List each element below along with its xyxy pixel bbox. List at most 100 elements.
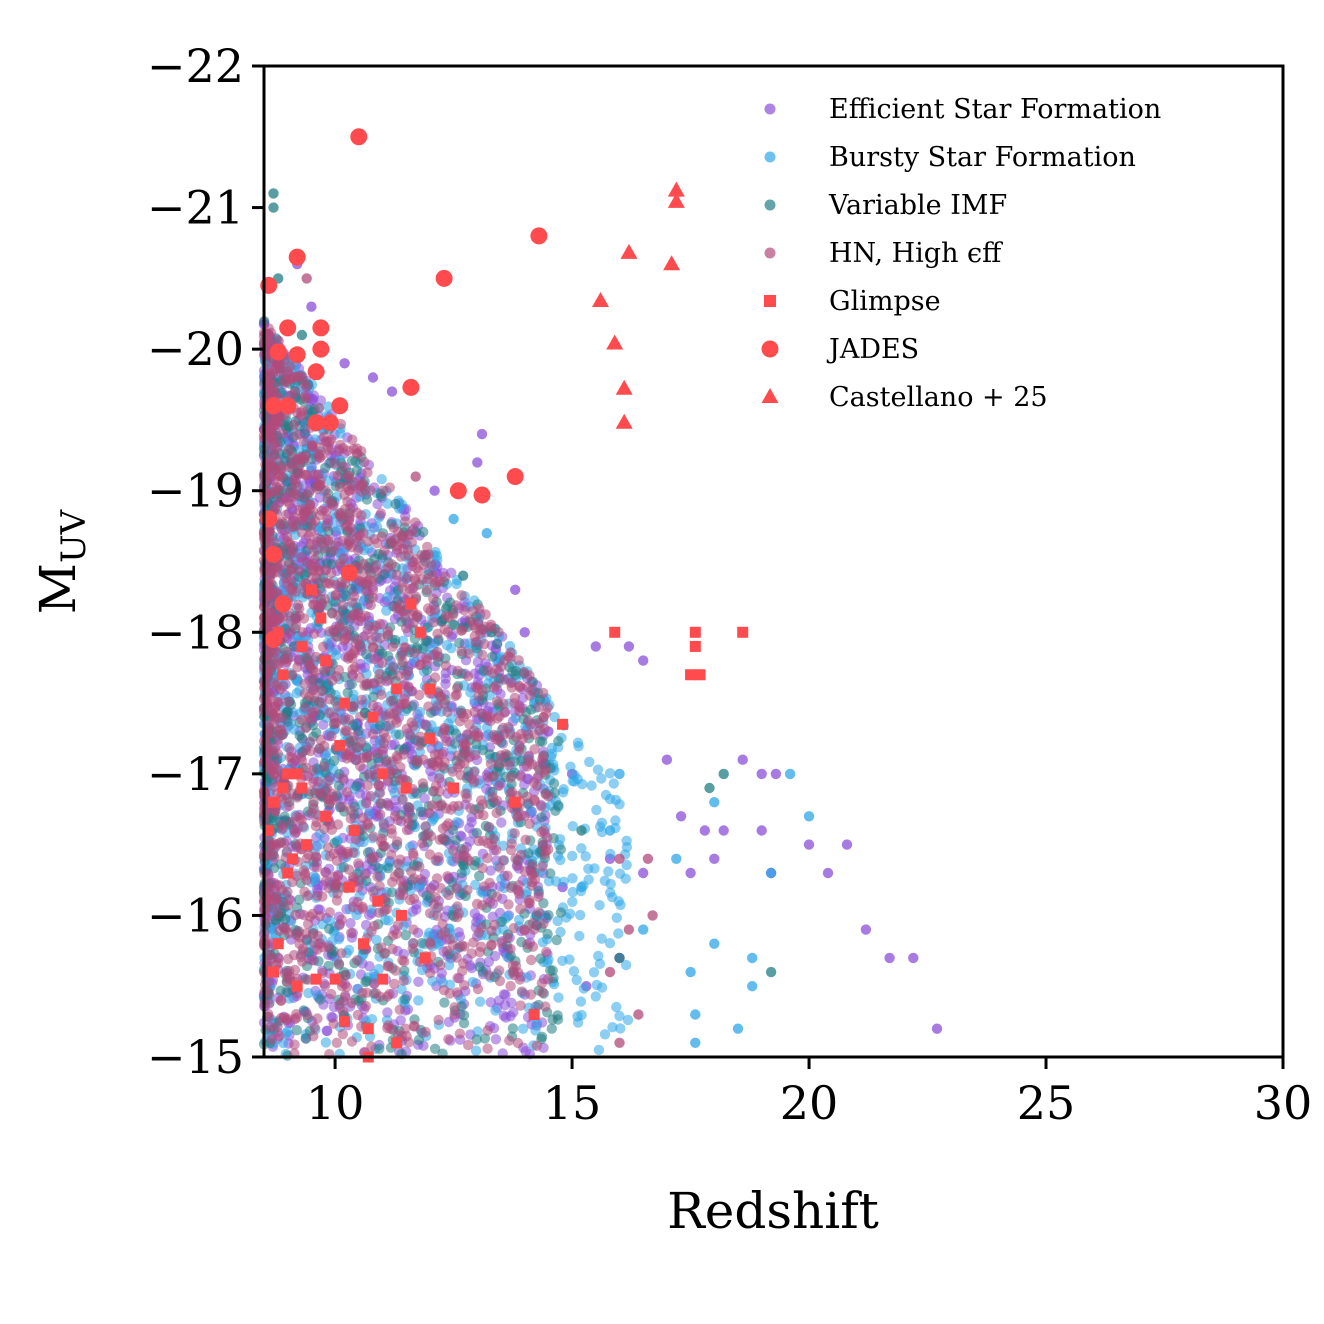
legend-marker: [761, 388, 779, 403]
sim-point: [413, 1034, 425, 1046]
data-point: [623, 641, 635, 652]
sim-point: [280, 924, 292, 935]
sim-point: [323, 536, 334, 547]
sim-point: [289, 825, 300, 836]
sim-point: [604, 938, 616, 949]
sim-point: [525, 719, 536, 730]
sim-point: [302, 1009, 313, 1021]
sim-point: [404, 803, 415, 814]
data-point: [704, 782, 715, 794]
sim-point: [323, 960, 334, 972]
sim-point: [552, 915, 563, 927]
sim-point: [410, 517, 421, 528]
glimpse-point: [282, 768, 294, 780]
sim-point: [614, 799, 625, 810]
sim-point: [389, 787, 400, 798]
jades-point: [279, 397, 297, 415]
sim-point: [345, 805, 356, 816]
sim-point: [389, 810, 401, 822]
data-point: [884, 952, 895, 964]
sim-point: [565, 761, 576, 772]
sim-point: [430, 780, 442, 791]
sim-point: [283, 653, 294, 664]
sim-point: [319, 823, 330, 834]
sim-point: [537, 861, 548, 872]
sim-point: [355, 711, 366, 722]
sim-point: [555, 844, 566, 855]
sim-point: [462, 884, 473, 896]
sim-point: [297, 405, 308, 417]
sim-point: [575, 996, 587, 1007]
data-point: [690, 1037, 701, 1049]
sim-point: [327, 788, 338, 799]
sim-point: [387, 930, 398, 941]
sim-point: [312, 930, 324, 941]
sim-point: [456, 625, 468, 636]
sim-point: [484, 897, 496, 908]
sim-point: [464, 822, 475, 834]
glimpse-point: [391, 1037, 403, 1049]
sim-point: [407, 609, 418, 620]
castellano-point: [620, 243, 638, 259]
y-axis-title: MUV: [29, 508, 94, 614]
sim-point: [298, 436, 309, 447]
glimpse-point: [272, 938, 284, 950]
sim-point: [594, 900, 605, 911]
sim-point: [297, 516, 308, 527]
sim-point: [307, 765, 318, 776]
sim-point: [591, 804, 602, 816]
sim-point: [414, 740, 425, 751]
sim-point: [282, 953, 294, 965]
sim-point: [398, 975, 409, 986]
data-point: [386, 386, 398, 397]
legend-marker: [764, 199, 776, 211]
sim-point: [326, 567, 337, 579]
sim-point: [503, 759, 514, 771]
sim-point: [408, 1020, 419, 1032]
sim-point: [418, 526, 429, 538]
sim-point: [399, 693, 410, 705]
sim-point: [345, 503, 356, 514]
glimpse-point: [334, 740, 346, 752]
sim-point: [414, 706, 426, 718]
sim-point: [268, 838, 280, 849]
sim-point: [274, 470, 285, 481]
sim-point: [359, 456, 370, 468]
sim-point: [381, 605, 392, 616]
sim-point: [479, 1033, 491, 1044]
glimpse-point: [315, 612, 327, 624]
y-tick-label: −18: [147, 605, 244, 659]
sim-point: [357, 480, 368, 491]
sim-point: [477, 649, 488, 661]
sim-point: [437, 823, 449, 834]
sim-point: [443, 1016, 455, 1028]
sim-point: [301, 853, 313, 864]
sim-point: [393, 600, 405, 611]
sim-point: [337, 801, 348, 813]
sim-point: [424, 967, 436, 979]
sim-point: [436, 929, 447, 940]
sim-point: [394, 729, 405, 740]
sim-point: [446, 643, 457, 654]
sim-point: [282, 696, 293, 708]
glimpse-point: [339, 697, 351, 709]
sim-point: [318, 761, 330, 772]
x-tick-label: 10: [306, 1076, 365, 1130]
sim-point: [404, 583, 416, 594]
sim-point: [365, 790, 376, 802]
sim-point: [537, 751, 549, 762]
legend-marker: [764, 295, 776, 307]
sim-point: [260, 592, 271, 604]
jades-point: [435, 269, 453, 287]
sim-point: [514, 682, 525, 693]
sim-point: [474, 996, 486, 1007]
sim-point: [533, 891, 544, 902]
sim-point: [302, 918, 314, 930]
sim-point: [437, 977, 448, 988]
data-point: [675, 811, 687, 822]
sim-point: [441, 736, 453, 747]
sim-point: [451, 689, 462, 700]
sim-point: [541, 946, 552, 958]
sim-point: [429, 749, 441, 760]
sim-point: [496, 817, 507, 828]
